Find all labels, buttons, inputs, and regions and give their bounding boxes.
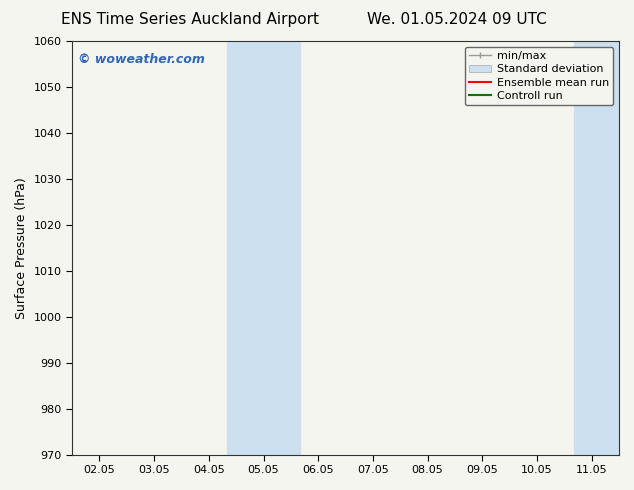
Text: ENS Time Series Auckland Airport: ENS Time Series Auckland Airport xyxy=(61,12,319,27)
Text: © woweather.com: © woweather.com xyxy=(77,53,204,67)
Legend: min/max, Standard deviation, Ensemble mean run, Controll run: min/max, Standard deviation, Ensemble me… xyxy=(465,47,614,105)
Bar xyxy=(574,41,628,455)
Bar xyxy=(227,41,300,455)
Y-axis label: Surface Pressure (hPa): Surface Pressure (hPa) xyxy=(15,177,28,318)
Text: We. 01.05.2024 09 UTC: We. 01.05.2024 09 UTC xyxy=(366,12,547,27)
